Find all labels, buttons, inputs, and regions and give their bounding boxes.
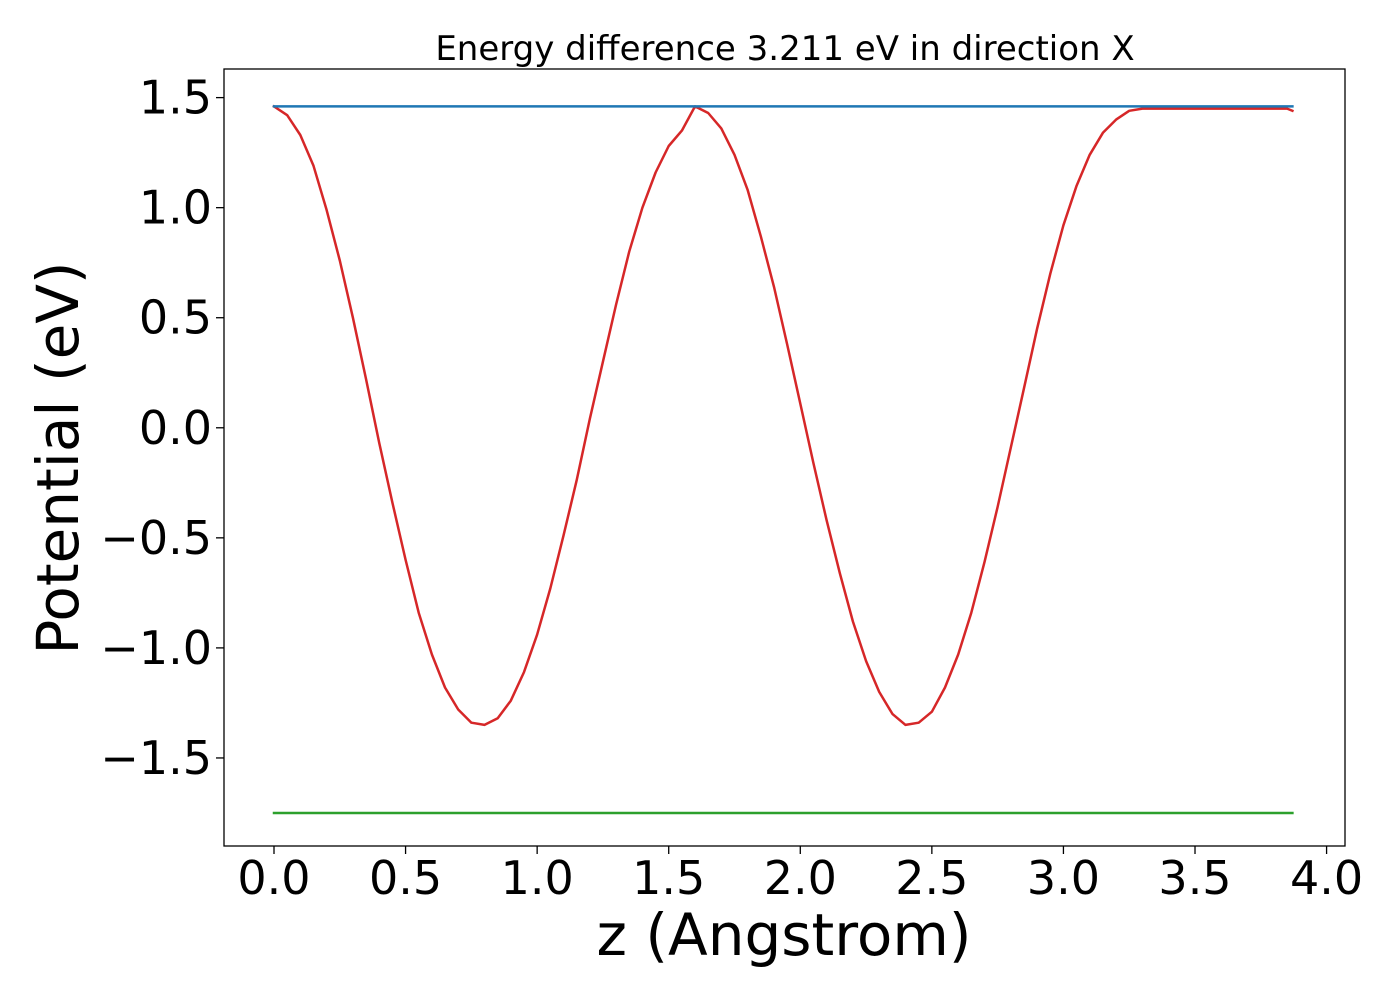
plot-frame bbox=[223, 68, 1346, 847]
x-tick-label: 2.5 bbox=[895, 851, 968, 905]
y-tick-label: −1.0 bbox=[100, 621, 212, 675]
y-axis-label: Potential (eV) bbox=[24, 261, 92, 654]
x-tick-label: 2.0 bbox=[764, 851, 837, 905]
x-tick-label: 0.0 bbox=[237, 851, 310, 905]
y-tick-label: 1.5 bbox=[139, 71, 212, 125]
y-tick-label: 1.0 bbox=[139, 181, 212, 235]
chart-title: Energy difference 3.211 eV in direction … bbox=[435, 29, 1134, 69]
x-axis-label: z (Angstrom) bbox=[597, 901, 972, 969]
y-tick-label: 0.5 bbox=[139, 291, 212, 345]
y-tick-label: −0.5 bbox=[100, 511, 212, 565]
x-tick-label: 3.5 bbox=[1158, 851, 1231, 905]
series-line-0 bbox=[272, 104, 1295, 727]
y-tick-label: −1.5 bbox=[100, 731, 212, 785]
x-tick-label: 1.0 bbox=[501, 851, 574, 905]
series-layer bbox=[272, 104, 1295, 815]
y-axis: 1.5 1.0 0.5 0.0 −0.5 −1.0 −1.5 bbox=[100, 71, 224, 785]
y-tick-label: 0.0 bbox=[139, 401, 212, 455]
x-tick-label: 0.5 bbox=[369, 851, 442, 905]
x-tick-label: 4.0 bbox=[1290, 851, 1363, 905]
x-tick-label: 1.5 bbox=[632, 851, 705, 905]
x-tick-label: 3.0 bbox=[1027, 851, 1100, 905]
x-axis: 0.0 0.5 1.0 1.5 2.0 2.5 3.0 3.5 4.0 bbox=[237, 846, 1363, 905]
